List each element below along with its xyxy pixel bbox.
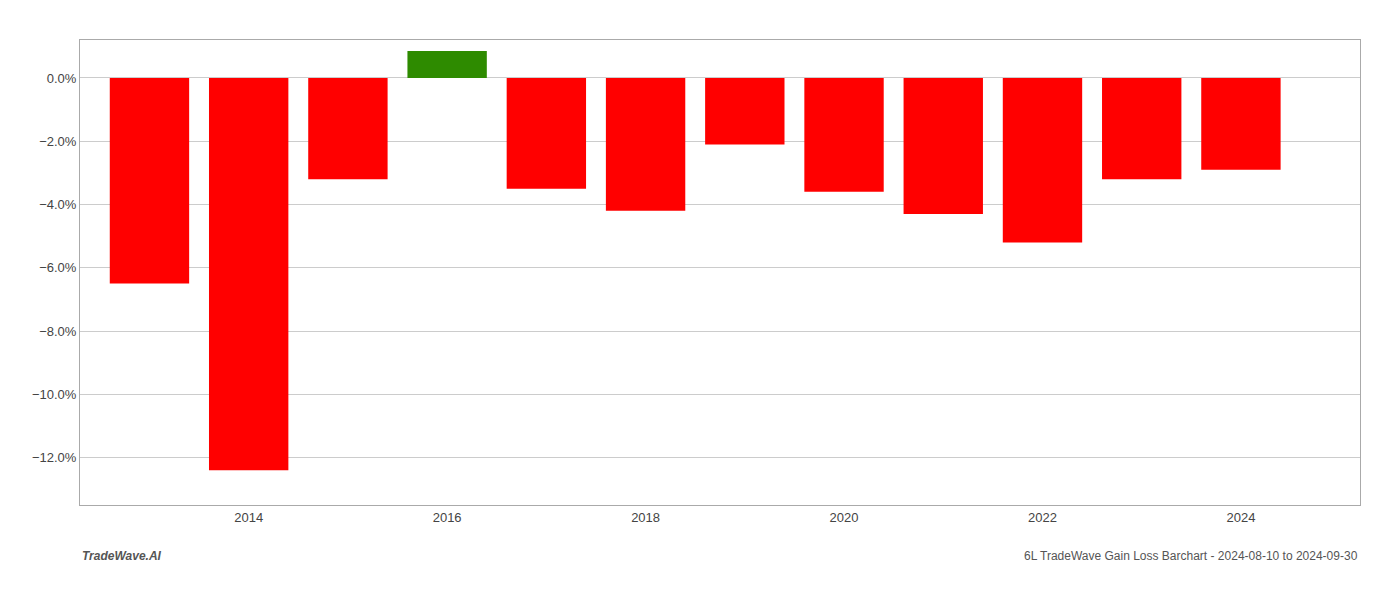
svg-text:2014: 2014: [234, 510, 263, 525]
svg-text:2020: 2020: [830, 510, 859, 525]
svg-text:TradeWave.AI: TradeWave.AI: [82, 549, 162, 563]
svg-text:−6.0%: −6.0%: [39, 260, 77, 275]
svg-text:0.0%: 0.0%: [47, 71, 77, 86]
svg-text:2022: 2022: [1028, 510, 1057, 525]
svg-text:−10.0%: −10.0%: [32, 387, 77, 402]
svg-text:−12.0%: −12.0%: [32, 450, 77, 465]
svg-text:2024: 2024: [1226, 510, 1255, 525]
svg-text:−8.0%: −8.0%: [39, 324, 77, 339]
svg-text:2018: 2018: [631, 510, 660, 525]
svg-text:−2.0%: −2.0%: [39, 134, 77, 149]
svg-text:−4.0%: −4.0%: [39, 197, 77, 212]
svg-text:2016: 2016: [433, 510, 462, 525]
svg-text:6L TradeWave Gain Loss Barchar: 6L TradeWave Gain Loss Barchart - 2024-0…: [1024, 549, 1358, 563]
